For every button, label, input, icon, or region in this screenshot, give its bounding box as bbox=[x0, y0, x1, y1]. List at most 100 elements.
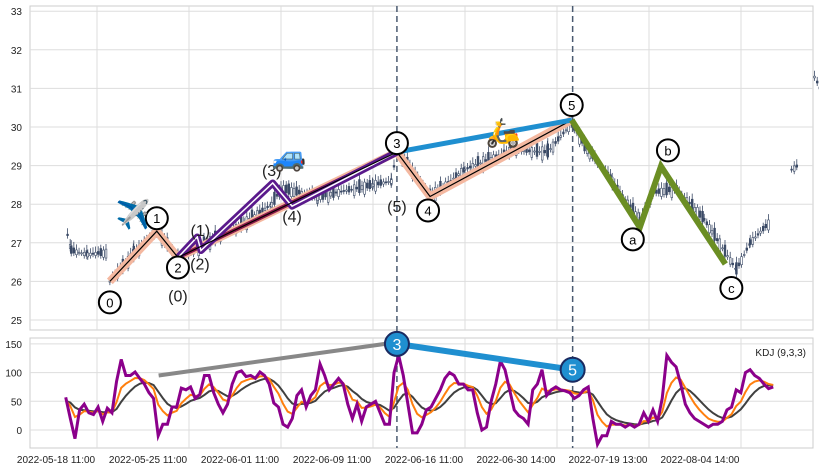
candle-body bbox=[66, 233, 69, 236]
candle-body bbox=[284, 184, 288, 194]
candle-body bbox=[726, 255, 729, 258]
x-tick-label: 2022-05-18 11:00 bbox=[17, 455, 96, 466]
price-tick-label: 32 bbox=[11, 46, 23, 57]
candle-body bbox=[708, 224, 711, 234]
candle-body bbox=[759, 230, 762, 234]
candle-body bbox=[339, 190, 343, 193]
candle-body bbox=[360, 185, 364, 190]
wave-label-circle bbox=[559, 93, 584, 118]
kdj-d-line bbox=[65, 377, 774, 426]
price-tick-label: 30 bbox=[11, 123, 23, 134]
wave-label: 4 bbox=[424, 203, 431, 218]
candle-body bbox=[75, 249, 78, 256]
candle-body bbox=[379, 179, 382, 186]
candle-body bbox=[355, 186, 358, 190]
wave-label: 5 bbox=[568, 98, 575, 113]
x-tick-label: 2022-06-30 14:00 bbox=[477, 455, 556, 466]
candle-body bbox=[562, 131, 565, 135]
kdj-lines bbox=[64, 340, 774, 449]
candle-body bbox=[384, 181, 388, 184]
candle-body bbox=[345, 189, 348, 192]
candle-body bbox=[554, 141, 557, 144]
candle-body bbox=[86, 252, 90, 258]
candle-body bbox=[535, 143, 539, 157]
wave-3-5-link-line bbox=[396, 117, 573, 155]
candle-body bbox=[358, 179, 361, 193]
kdj-legend: KDJ (9,3,3) bbox=[755, 348, 806, 359]
candle-body bbox=[273, 191, 276, 205]
candle-body bbox=[452, 177, 455, 180]
wave-label: 0 bbox=[106, 295, 113, 310]
candle-body bbox=[457, 173, 460, 176]
kdj-tick-label: 50 bbox=[11, 397, 23, 408]
candle-body bbox=[713, 227, 716, 241]
price-panel bbox=[29, 5, 814, 331]
candle-body bbox=[705, 221, 709, 226]
kdj-tick-label: 150 bbox=[5, 340, 22, 351]
candle-body bbox=[761, 226, 765, 232]
candle-body bbox=[80, 252, 83, 255]
candle-body bbox=[390, 179, 393, 184]
candle-body bbox=[70, 245, 73, 254]
candle-body bbox=[767, 219, 770, 231]
sub-wave-label: (4) bbox=[282, 209, 302, 226]
candle-body bbox=[261, 207, 264, 213]
candle-body bbox=[468, 165, 472, 169]
wave-label-circle bbox=[144, 206, 169, 231]
x-tick-label: 2022-06-16 11:00 bbox=[385, 455, 464, 466]
candle-body bbox=[89, 252, 92, 256]
candle-body bbox=[329, 192, 332, 197]
candle-body bbox=[102, 249, 105, 258]
candle-body bbox=[702, 217, 706, 221]
candle-body bbox=[334, 191, 338, 194]
candle-body bbox=[266, 205, 269, 209]
candle-body bbox=[392, 165, 396, 168]
candle-body bbox=[795, 164, 799, 168]
candle-body bbox=[275, 193, 279, 197]
candle-body bbox=[365, 182, 369, 189]
candle-body bbox=[295, 186, 298, 196]
price-tick-label: 31 bbox=[11, 84, 23, 95]
sub-wave-inner-line bbox=[177, 151, 398, 258]
sub-wave-label: (1) bbox=[190, 223, 210, 240]
candle-body bbox=[352, 184, 356, 196]
candle-body bbox=[751, 237, 755, 245]
candle-body bbox=[710, 230, 714, 235]
candle-body bbox=[721, 247, 724, 250]
kdj-peak-circle bbox=[383, 330, 410, 357]
kdj-wave-link-line bbox=[396, 340, 574, 373]
divergence-line bbox=[158, 341, 386, 378]
candle-body bbox=[740, 256, 743, 266]
candle-body bbox=[813, 75, 816, 79]
candle-body bbox=[764, 223, 768, 229]
correction-label-circle bbox=[655, 138, 680, 163]
x-tick-label: 2022-05-25 11:00 bbox=[109, 455, 188, 466]
candle-body bbox=[474, 164, 477, 167]
candle-body bbox=[463, 168, 467, 171]
wave-label: 2 bbox=[174, 260, 181, 275]
candle-body bbox=[745, 247, 749, 251]
candle-body bbox=[347, 186, 351, 193]
price-tick-label: 33 bbox=[11, 7, 23, 18]
candle-body bbox=[660, 187, 663, 197]
kdj-peak-circle bbox=[559, 356, 586, 383]
correction-wave-line bbox=[569, 118, 728, 266]
candle-body bbox=[530, 147, 534, 158]
wave-label-circle bbox=[165, 255, 190, 280]
candle-body bbox=[657, 188, 661, 194]
candle-body bbox=[737, 262, 741, 267]
candle-body bbox=[728, 257, 732, 265]
candle-body bbox=[342, 190, 345, 192]
correction-label: b bbox=[664, 143, 671, 158]
candle-body bbox=[484, 159, 487, 162]
candle-body bbox=[263, 207, 267, 211]
candle-body bbox=[99, 248, 103, 257]
price-tick-label: 27 bbox=[11, 239, 23, 250]
price-tick-label: 28 bbox=[11, 200, 23, 211]
sub-wave-label: (3) bbox=[262, 163, 282, 180]
candle-body bbox=[731, 262, 735, 266]
wave-label-circle bbox=[97, 290, 122, 315]
candle-body bbox=[723, 244, 727, 257]
wave-label-circle bbox=[384, 131, 409, 156]
candle-body bbox=[792, 165, 796, 172]
